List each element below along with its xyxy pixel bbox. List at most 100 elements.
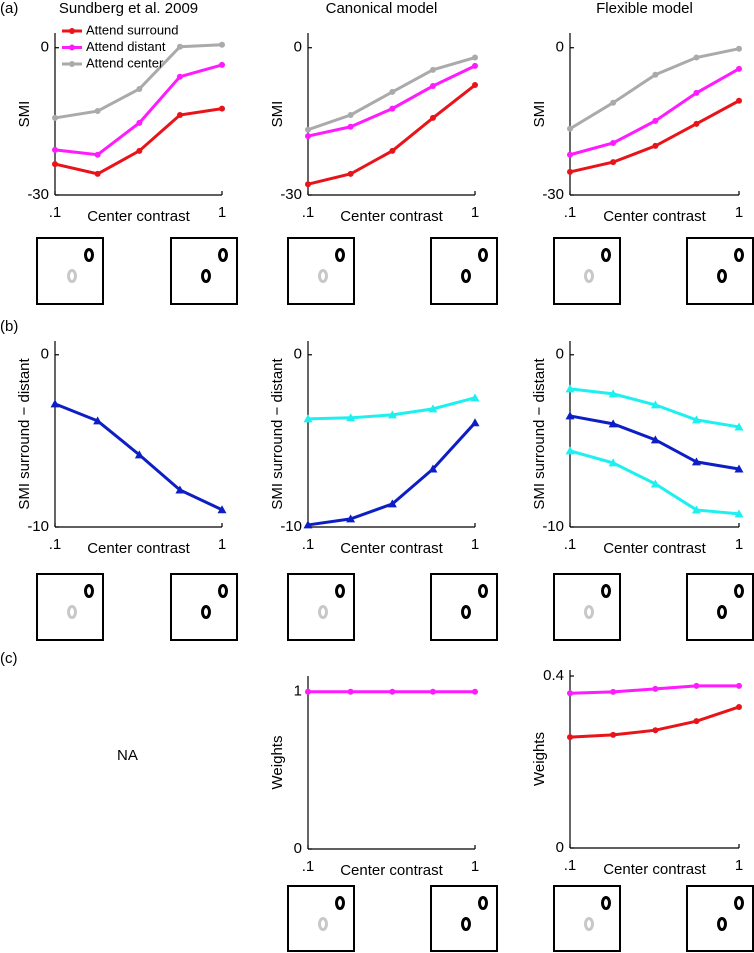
marker bbox=[610, 139, 617, 146]
x-tick-label: 1 bbox=[218, 536, 226, 553]
x-axis-label: Center contrast bbox=[340, 540, 443, 557]
marker bbox=[736, 682, 742, 689]
stimulus-grating bbox=[478, 896, 488, 910]
y-tick-label: -30 bbox=[280, 186, 302, 203]
marker bbox=[387, 499, 397, 508]
marker bbox=[387, 410, 397, 419]
legend-label: Attend distant bbox=[86, 39, 166, 54]
marker bbox=[176, 111, 183, 118]
y-tick-label: 0 bbox=[556, 346, 564, 363]
legend-label: Attend center bbox=[86, 55, 164, 70]
x-tick-label: 1 bbox=[735, 857, 743, 874]
y-tick-label: -10 bbox=[542, 518, 564, 535]
marker bbox=[470, 418, 480, 427]
stimulus-frame bbox=[553, 237, 621, 305]
stimulus-grating bbox=[218, 584, 228, 598]
marker bbox=[610, 99, 617, 106]
stimulus-grating bbox=[601, 896, 611, 910]
stimulus-grating bbox=[84, 584, 94, 598]
marker bbox=[472, 82, 478, 89]
stimulus-icon bbox=[36, 237, 104, 305]
marker bbox=[652, 727, 659, 734]
marker bbox=[429, 83, 436, 90]
x-tick-label: 1 bbox=[735, 204, 743, 221]
marker bbox=[217, 505, 227, 514]
marker bbox=[652, 685, 659, 692]
marker bbox=[734, 509, 744, 518]
stimulus-icon bbox=[287, 573, 355, 641]
marker bbox=[652, 142, 659, 149]
marker bbox=[693, 89, 700, 96]
x-axis-label: Center contrast bbox=[340, 208, 443, 225]
marker bbox=[608, 389, 618, 398]
y-axis-label: SMI bbox=[16, 101, 33, 128]
x-tick-label: 1 bbox=[471, 204, 479, 221]
marker bbox=[94, 151, 101, 158]
marker bbox=[305, 133, 311, 140]
x-axis-label: Center contrast bbox=[603, 540, 706, 557]
y-axis-label: SMI surround − distant bbox=[269, 358, 286, 510]
marker bbox=[52, 146, 58, 153]
marker bbox=[650, 400, 660, 409]
stimulus-grating bbox=[717, 917, 727, 931]
x-axis-label: Center contrast bbox=[603, 861, 706, 878]
marker bbox=[610, 159, 617, 166]
marker bbox=[652, 71, 659, 78]
marker bbox=[565, 411, 575, 420]
marker bbox=[429, 688, 436, 695]
stimulus-frame bbox=[686, 573, 754, 641]
legend-label: Attend surround bbox=[86, 22, 179, 37]
marker bbox=[219, 41, 225, 48]
stimulus-grating bbox=[461, 917, 471, 931]
stimulus-icon bbox=[686, 885, 754, 952]
stimulus-frame bbox=[170, 573, 238, 641]
x-tick-label: .1 bbox=[302, 536, 315, 553]
marker bbox=[652, 117, 659, 124]
stimulus-grating bbox=[318, 269, 328, 283]
marker bbox=[347, 111, 354, 118]
marker bbox=[610, 688, 617, 695]
marker bbox=[472, 688, 478, 695]
chart-title: Flexible model bbox=[596, 0, 693, 17]
line bbox=[569, 99, 740, 174]
marker bbox=[736, 703, 742, 710]
stimulus-frame bbox=[287, 573, 355, 641]
y-tick-label: 0 bbox=[41, 39, 49, 56]
marker bbox=[691, 415, 701, 424]
marker bbox=[93, 416, 103, 425]
marker bbox=[565, 384, 575, 393]
line bbox=[307, 64, 476, 138]
x-axis-label: Center contrast bbox=[340, 862, 443, 879]
marker bbox=[650, 435, 660, 444]
stimulus-grating bbox=[584, 605, 594, 619]
panel-label: (b) bbox=[0, 318, 18, 335]
x-axis-label: Center contrast bbox=[87, 540, 190, 557]
marker bbox=[470, 393, 480, 402]
marker bbox=[567, 168, 573, 175]
stimulus-icon bbox=[170, 237, 238, 305]
y-axis-label: SMI surround − distant bbox=[16, 358, 33, 510]
stimulus-grating bbox=[218, 248, 228, 262]
marker bbox=[472, 54, 478, 61]
marker bbox=[567, 151, 573, 158]
stimulus-icon bbox=[553, 885, 621, 952]
line bbox=[569, 47, 740, 131]
marker bbox=[691, 505, 701, 514]
marker bbox=[347, 170, 354, 177]
stimulus-grating bbox=[717, 605, 727, 619]
stimulus-grating bbox=[461, 605, 471, 619]
marker bbox=[136, 147, 143, 154]
stimulus-grating bbox=[67, 605, 77, 619]
marker bbox=[691, 457, 701, 466]
stimulus-icon bbox=[430, 237, 498, 305]
marker bbox=[472, 62, 478, 69]
marker bbox=[736, 65, 742, 72]
y-tick-label: -10 bbox=[27, 518, 49, 535]
x-axis-label: Center contrast bbox=[603, 208, 706, 225]
stimulus-grating bbox=[601, 248, 611, 262]
y-axis-label: SMI bbox=[269, 101, 286, 128]
marker bbox=[303, 414, 313, 423]
marker bbox=[50, 399, 60, 408]
marker bbox=[219, 61, 225, 68]
x-tick-label: 1 bbox=[218, 204, 226, 221]
